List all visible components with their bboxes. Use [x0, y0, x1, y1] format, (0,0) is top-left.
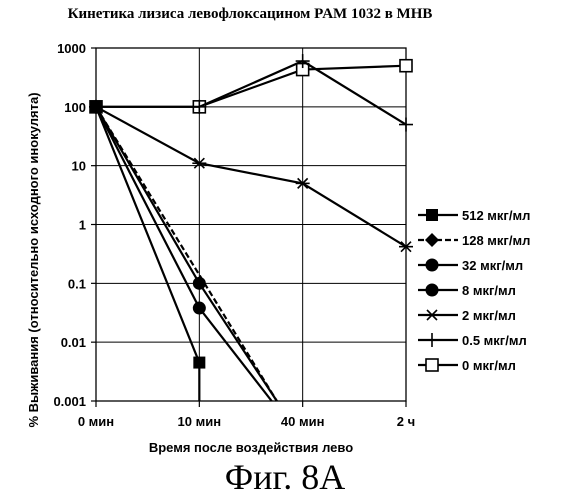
y-axis-ticks: 1000 100 10 1 0.1 0.01 0.001: [53, 41, 96, 409]
legend-label: 128 мкг/мл: [462, 233, 530, 248]
y-tick-label: 1: [79, 218, 86, 233]
legend-item: 8 мкг/мл: [418, 283, 516, 298]
x-tick-label: 2 ч: [397, 414, 415, 429]
legend-item: 0.5 мкг/мл: [418, 333, 527, 348]
data-point: [399, 118, 413, 132]
series-line: [96, 66, 406, 107]
legend-marker: [425, 310, 439, 320]
legend-item: 128 мкг/мл: [418, 233, 530, 248]
legend-label: 0 мкг/мл: [462, 358, 516, 373]
series-line: [96, 107, 277, 401]
x-axis-label: Время после воздействия лево: [149, 440, 353, 455]
legend-item: 2 мкг/мл: [418, 308, 516, 323]
x-tick-label: 10 мин: [178, 414, 222, 429]
data-point: [193, 357, 205, 369]
data-point: [193, 302, 206, 315]
series-line: [96, 107, 406, 247]
series-layer: [89, 54, 413, 401]
legend-label: 512 мкг/мл: [462, 208, 530, 223]
y-tick-label: 0.1: [68, 276, 86, 291]
data-point: [193, 277, 206, 290]
series-5: [89, 54, 413, 131]
series-line: [96, 61, 406, 124]
x-tick-label: 40 мин: [281, 414, 325, 429]
legend-marker: [426, 284, 439, 297]
legend-marker: [425, 333, 439, 347]
legend-item: 0 мкг/мл: [418, 358, 516, 373]
series-6: [90, 60, 412, 113]
legend-marker: [426, 359, 438, 371]
legend-marker: [426, 259, 439, 272]
series-0: [90, 101, 205, 401]
legend-label: 32 мкг/мл: [462, 258, 523, 273]
legend: 512 мкг/мл 128 мкг/мл 32 мкг/мл 8 мкг/мл 2 м…: [418, 208, 530, 373]
y-tick-label: 0.01: [61, 335, 86, 350]
legend-label: 2 мкг/мл: [462, 308, 516, 323]
y-tick-label: 1000: [57, 41, 86, 56]
figure-caption: Фиг. 8А: [0, 456, 570, 498]
data-point: [400, 60, 412, 72]
legend-item: 512 мкг/мл: [418, 208, 530, 223]
legend-label: 8 мкг/мл: [462, 283, 516, 298]
series-line: [96, 107, 199, 401]
y-tick-label: 10: [72, 159, 86, 174]
legend-marker: [425, 233, 439, 247]
x-axis-ticks: 0 мин 10 мин 40 мин 2 ч: [78, 48, 415, 429]
x-tick-label: 0 мин: [78, 414, 114, 429]
legend-label: 0.5 мкг/мл: [462, 333, 527, 348]
y-tick-label: 100: [64, 100, 86, 115]
y-axis-label: % Выживания (относительно исходного инок…: [26, 92, 41, 427]
legend-marker: [426, 209, 438, 221]
data-point: [90, 101, 102, 113]
legend-item: 32 мкг/мл: [418, 258, 523, 273]
y-tick-label: 0.001: [53, 394, 86, 409]
